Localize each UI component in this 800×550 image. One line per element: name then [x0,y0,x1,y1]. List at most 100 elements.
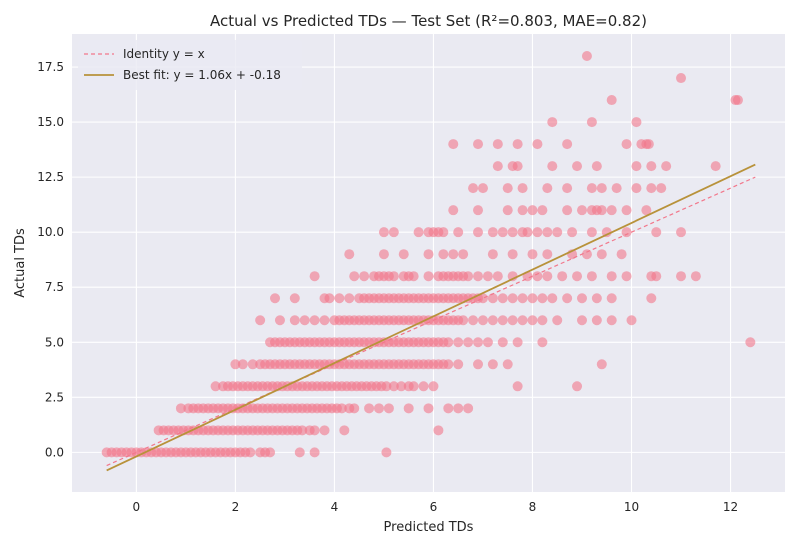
scatter-point [443,403,454,414]
scatter-point [270,293,281,304]
scatter-point [621,271,632,282]
scatter-point [576,293,587,304]
scatter-point [581,51,592,62]
scatter-point [344,293,355,304]
scatter-point [373,403,384,414]
scatter-point [562,293,573,304]
scatter-point [289,293,300,304]
scatter-point [643,139,654,150]
tick-labels: 0 2 4 6 8 10 12 0.0 2.5 5.0 7.5 10.0 12.5 15.0 17.5 [37,60,738,514]
scatter-point [537,205,548,216]
y-tick-label: 5.0 [45,335,64,349]
scatter-point [562,205,573,216]
scatter-point [507,227,518,238]
legend: Identity y = x Best fit: y = 1.06x + -0.… [78,40,302,90]
scatter-point [487,249,498,260]
scatter-point [309,447,320,458]
scatter-point [473,337,484,348]
scatter-point [676,227,687,238]
scatter-point [542,271,553,282]
scatter-point [631,161,642,172]
y-tick-label: 15.0 [37,115,64,129]
scatter-point [378,249,389,260]
y-tick-label: 0.0 [45,445,64,459]
scatter-point [477,315,488,326]
scatter-point [586,183,597,194]
x-tick-label: 8 [529,500,537,514]
scatter-point [606,95,617,106]
scatter-point [492,139,503,150]
scatter-point [334,293,345,304]
data-points [101,51,756,458]
scatter-point [586,227,597,238]
y-tick-label: 17.5 [37,60,64,74]
x-axis-label: Predicted TDs [384,520,474,535]
scatter-point [448,139,459,150]
scatter-point [309,271,320,282]
scatter-point [537,293,548,304]
scatter-point [572,271,583,282]
scatter-point [572,161,583,172]
scatter-point [274,315,285,326]
scatter-point [448,205,459,216]
scatter-point [497,337,508,348]
scatter-point [381,447,392,458]
scatter-point [255,315,266,326]
x-tick-label: 6 [430,500,438,514]
scatter-point [423,403,434,414]
scatter-point [458,249,469,260]
scatter-point [210,381,221,392]
x-tick-label: 10 [624,500,639,514]
scatter-point [522,227,533,238]
scatter-point [473,139,484,150]
scatter-point [532,271,543,282]
scatter-point [477,293,488,304]
scatter-point [463,337,474,348]
scatter-point [537,315,548,326]
scatter-point [492,161,503,172]
x-tick-label: 4 [331,500,339,514]
scatter-point [324,293,335,304]
scatter-point [487,227,498,238]
scatter-point [581,249,592,260]
scatter-point [502,359,513,370]
scatter-point [606,205,617,216]
scatter-point [596,183,607,194]
scatter-point [517,183,528,194]
y-tick-label: 2.5 [45,390,64,404]
scatter-point [606,271,617,282]
scatter-point [572,381,583,392]
scatter-point [319,425,330,436]
scatter-point [487,293,498,304]
scatter-point [606,293,617,304]
scatter-point [502,205,513,216]
scatter-point [512,139,523,150]
scatter-point [586,117,597,128]
y-tick-label: 12.5 [37,170,64,184]
scatter-point [237,359,248,370]
scatter-point [596,359,607,370]
reference-lines [106,163,756,472]
scatter-point [443,337,454,348]
scatter-point [438,249,449,260]
scatter-point [473,227,484,238]
scatter-point [547,117,558,128]
scatter-point [651,271,662,282]
scatter-point [388,227,399,238]
scatter-point [601,227,612,238]
scatter-point [542,249,553,260]
scatter-point [596,249,607,260]
scatter-point [339,425,350,436]
x-tick-label: 2 [232,500,240,514]
scatter-point [309,315,320,326]
scatter-point [396,381,407,392]
scatter-point [621,227,632,238]
scatter-point [606,315,617,326]
scatter-point [381,381,392,392]
scatter-point [646,183,657,194]
scatter-point [542,183,553,194]
scatter-point [557,271,568,282]
scatter-point [532,139,543,150]
scatter-point [448,249,459,260]
